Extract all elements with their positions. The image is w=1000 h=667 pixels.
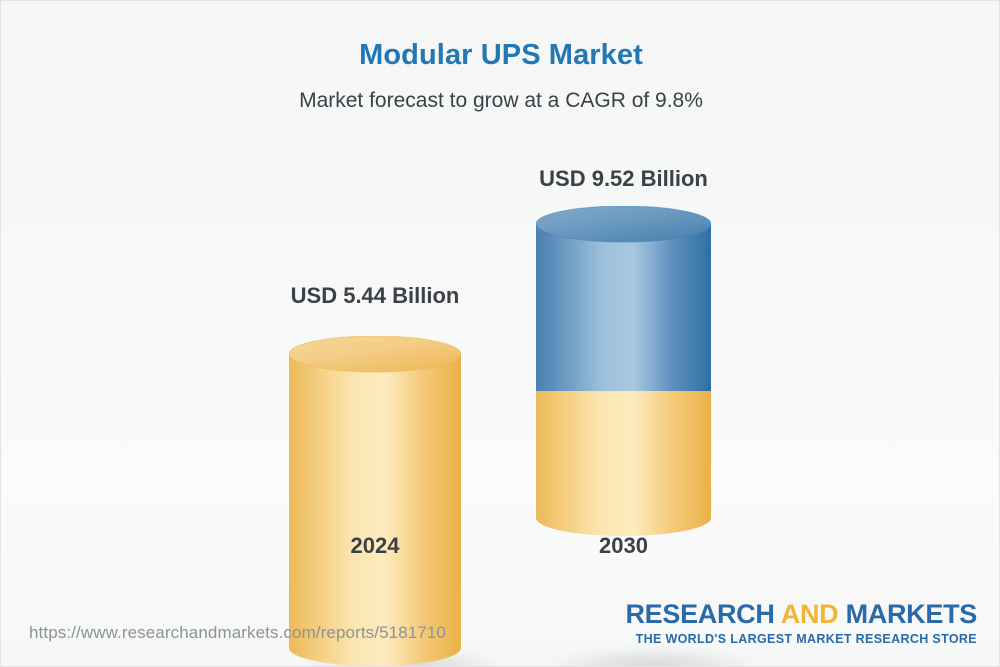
research-and-markets-logo[interactable]: RESEARCH AND MARKETS THE WORLD'S LARGEST… (625, 601, 977, 647)
logo-word-markets: MARKETS (838, 599, 978, 629)
bar-value-label-2030: USD 9.52 Billion (539, 166, 708, 191)
cylinder-2024[interactable] (288, 335, 462, 666)
bar-shadow-2030 (550, 648, 754, 666)
bar-category-label-2024: 2024 (350, 533, 400, 558)
logo-tagline: THE WORLD'S LARGEST MARKET RESEARCH STOR… (635, 632, 977, 646)
cylinder-2030[interactable] (536, 206, 711, 536)
source-url[interactable]: https://www.researchandmarkets.com/repor… (29, 623, 446, 642)
logo-wordmark: RESEARCH AND MARKETS (625, 601, 977, 628)
bar-category-label-2030: 2030 (599, 533, 648, 558)
chart-subtitle: Market forecast to grow at a CAGR of 9.8… (299, 89, 703, 112)
bar-value-label-2024: USD 5.44 Billion (290, 283, 460, 308)
logo-word-research: RESEARCH (625, 599, 781, 629)
chart-title: Modular UPS Market (359, 39, 643, 71)
logo-word-and: AND (780, 599, 839, 629)
cylinder-svg-2030 (536, 206, 711, 536)
cylinder-svg-2024 (288, 335, 462, 666)
